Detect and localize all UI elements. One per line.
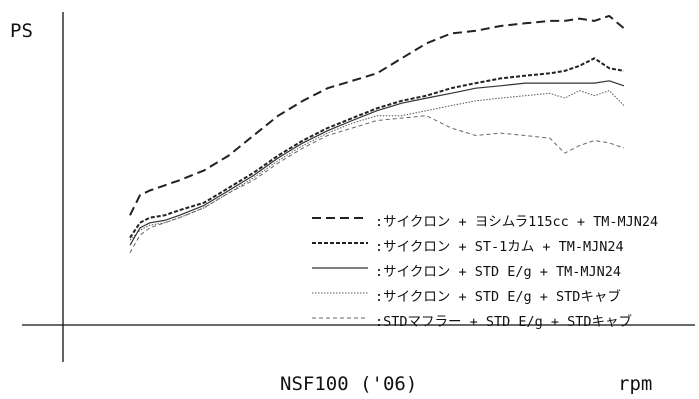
legend-swatch <box>312 317 368 319</box>
legend-swatch <box>312 267 368 269</box>
legend: :サイクロン + ヨシムラ115cc + TM-MJN24 :サイクロン + S… <box>310 206 696 331</box>
series-line-5 <box>129 115 625 253</box>
plot-area <box>129 14 625 253</box>
legend-item: :サイクロン + ST-1カム + TM-MJN24 <box>310 231 696 256</box>
legend-label: :STDマフラー + STD E/g + STDキャブ <box>375 314 633 330</box>
legend-swatch <box>312 242 368 244</box>
legend-swatch <box>312 217 368 219</box>
legend-item: :サイクロン + STD E/g + TM-MJN24 <box>310 256 696 281</box>
legend-label: :サイクロン + STD E/g + STDキャブ <box>375 289 621 305</box>
legend-label: :サイクロン + STD E/g + TM-MJN24 <box>375 264 622 280</box>
series-line-4 <box>129 90 625 241</box>
series-line-1 <box>129 14 625 216</box>
legend-label: :サイクロン + ヨシムラ115cc + TM-MJN24 <box>375 214 659 230</box>
series-line-2 <box>129 57 625 239</box>
legend-item: :サイクロン + ヨシムラ115cc + TM-MJN24 <box>310 206 696 231</box>
series-line-3 <box>129 80 625 246</box>
legend-swatch <box>312 292 368 294</box>
legend-item: :サイクロン + STD E/g + STDキャブ <box>310 281 696 306</box>
y-axis-label: PS <box>10 20 33 42</box>
x-axis-label: rpm <box>618 373 653 395</box>
chart-title: NSF100 ('06) <box>280 373 418 395</box>
legend-label: :サイクロン + ST-1カム + TM-MJN24 <box>375 239 624 255</box>
legend-item: :STDマフラー + STD E/g + STDキャブ <box>310 306 696 331</box>
